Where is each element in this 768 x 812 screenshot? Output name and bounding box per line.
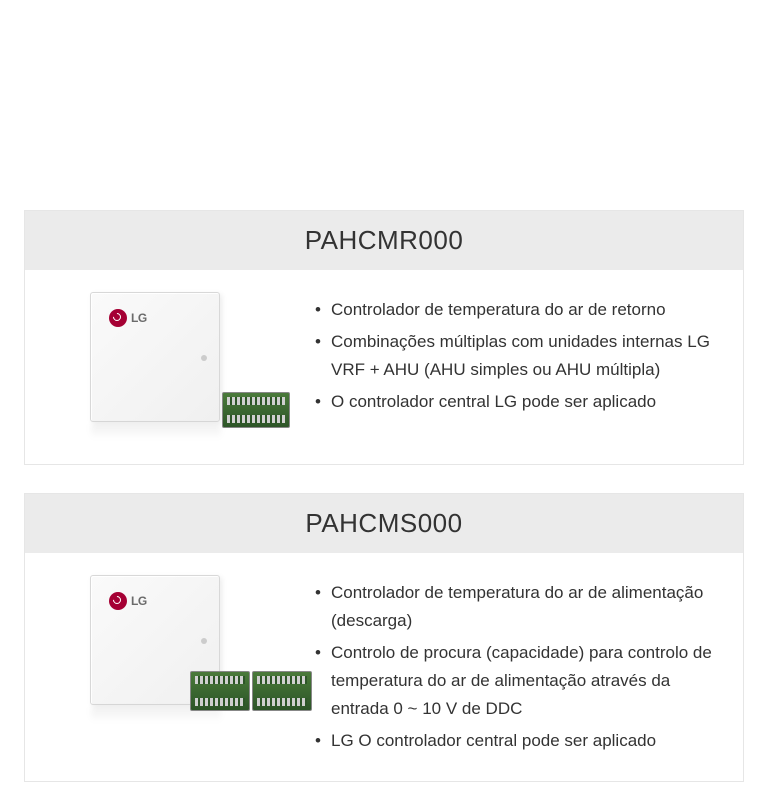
- device-illustration: LG: [90, 292, 260, 442]
- feature-item: LG O controlador central pode ser aplica…: [315, 727, 723, 755]
- enclosure-box: LG: [90, 292, 220, 422]
- lg-logo-icon: [109, 592, 127, 610]
- lock-indicator: [201, 638, 207, 644]
- product-body: LG Controlador de temperatura do ar de a…: [25, 553, 743, 781]
- pcb-board-icon: [252, 671, 312, 711]
- feature-list: Controlador de temperatura do ar de alim…: [315, 579, 723, 755]
- pcb-board-icon: [222, 392, 290, 428]
- feature-item: Controlador de temperatura do ar de reto…: [315, 296, 723, 324]
- device-illustration: LG: [90, 575, 260, 725]
- product-image-container: LG: [45, 575, 305, 725]
- feature-list-container: Controlador de temperatura do ar de reto…: [305, 292, 723, 420]
- product-card-1: PAHCMR000 LG Controlador de temperatura …: [24, 210, 744, 465]
- lg-logo-text: LG: [131, 311, 147, 325]
- feature-item: Controlador de temperatura do ar de alim…: [315, 579, 723, 635]
- product-model-header: PAHCMS000: [25, 494, 743, 553]
- lock-indicator: [201, 355, 207, 361]
- product-model-header: PAHCMR000: [25, 211, 743, 270]
- product-image-container: LG: [45, 292, 305, 442]
- lg-logo-text: LG: [131, 594, 147, 608]
- feature-list-container: Controlador de temperatura do ar de alim…: [305, 575, 723, 759]
- feature-item: Combinações múltiplas com unidades inter…: [315, 328, 723, 384]
- pcb-board-icon: [190, 671, 250, 711]
- feature-item: O controlador central LG pode ser aplica…: [315, 388, 723, 416]
- product-body: LG Controlador de temperatura do ar de r…: [25, 270, 743, 464]
- product-card-2: PAHCMS000 LG Controlador de temperatura …: [24, 493, 744, 782]
- feature-list: Controlador de temperatura do ar de reto…: [315, 296, 723, 416]
- lg-logo-icon: [109, 309, 127, 327]
- lg-logo: LG: [109, 592, 147, 610]
- feature-item: Controlo de procura (capacidade) para co…: [315, 639, 723, 723]
- lg-logo: LG: [109, 309, 147, 327]
